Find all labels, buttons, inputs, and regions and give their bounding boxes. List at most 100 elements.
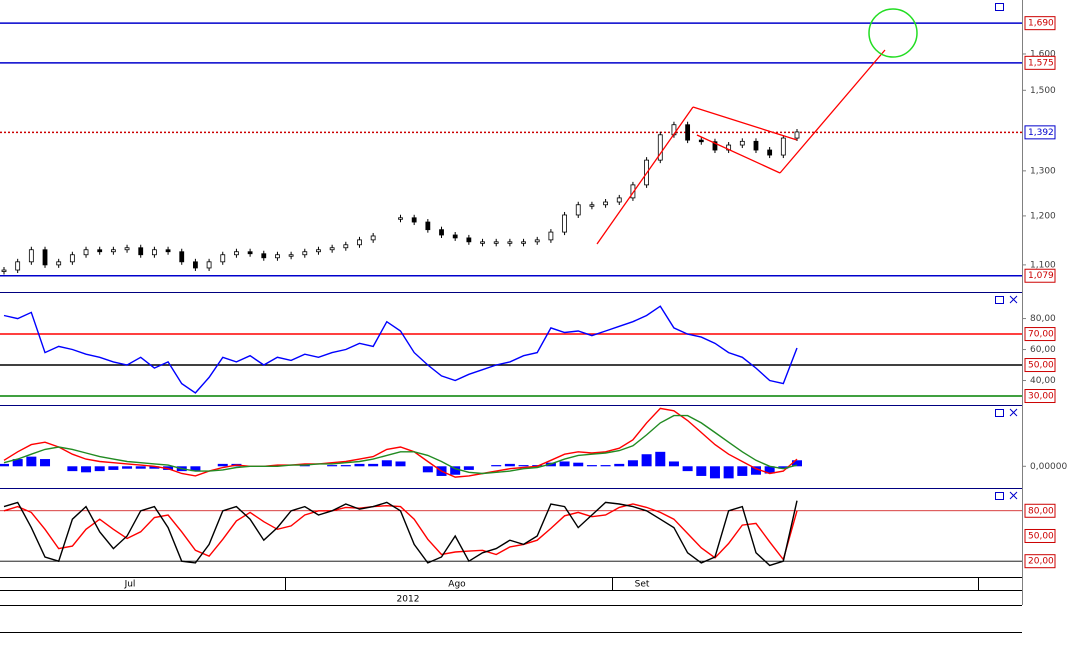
histogram-bar (422, 466, 433, 473)
candle (275, 254, 280, 259)
histogram-bar (573, 462, 584, 467)
histogram-bar (67, 466, 78, 472)
histogram-bar (737, 466, 748, 476)
level-label: 1,392 (1028, 128, 1054, 138)
candle (138, 247, 144, 256)
histogram-bar (641, 454, 652, 467)
histogram-bar (40, 459, 51, 467)
histogram-bar (682, 466, 693, 472)
maximize-icon[interactable] (995, 492, 1004, 500)
candle (179, 251, 185, 263)
candle (83, 249, 89, 256)
indicator-line (3, 407, 798, 478)
candle (685, 124, 691, 141)
histogram-bar (26, 456, 37, 467)
level-label: 1,690 (1028, 19, 1054, 29)
histogram-bar (586, 465, 597, 467)
candle (370, 235, 376, 241)
histogram-bar (149, 466, 160, 469)
candle (56, 261, 62, 266)
maximize-icon[interactable] (995, 296, 1004, 304)
histogram-bar (627, 460, 638, 467)
level-label-box (1024, 268, 1056, 283)
time-label: Set (635, 580, 650, 590)
level-label-box (1024, 125, 1056, 140)
histogram-bar (559, 461, 570, 467)
time-label: Ago (448, 580, 466, 590)
histogram-bar (327, 465, 338, 467)
indicator-line (3, 305, 798, 394)
candle (357, 239, 362, 246)
candle (329, 247, 335, 251)
channel-line (692, 106, 798, 141)
y-tick-label: 1,300 (1030, 166, 1056, 176)
y-tick-label: 1,100 (1030, 260, 1056, 270)
candle (261, 253, 267, 259)
close-icon[interactable] (1009, 408, 1018, 417)
indicator-line (3, 500, 798, 567)
year-label: 2012 (397, 595, 420, 605)
level-label-box (1024, 528, 1056, 543)
histogram-bar (600, 465, 611, 467)
level-label-box (1024, 358, 1056, 373)
trend-annotations (596, 49, 886, 245)
level-label-box (1024, 327, 1056, 342)
level-label: 1,575 (1028, 58, 1054, 68)
candle (398, 217, 403, 220)
histogram-bar (709, 466, 720, 479)
candle (411, 217, 417, 223)
candle (97, 249, 103, 253)
indicator-line (3, 414, 798, 475)
close-icon[interactable] (1009, 295, 1018, 304)
histogram-bar (450, 466, 461, 475)
candle (712, 141, 718, 151)
y-tick-label: 1,500 (1030, 86, 1056, 96)
candle (575, 204, 581, 216)
histogram-bar (655, 451, 666, 467)
level-label: 30,00 (1028, 392, 1054, 402)
histogram-bar (668, 461, 679, 467)
indicator-line (3, 503, 798, 562)
level-label: 50,00 (1028, 531, 1054, 541)
y-tick-label: 0,00000 (1030, 462, 1067, 472)
candle (493, 241, 499, 244)
candle (288, 254, 294, 257)
y-tick-label: 1,200 (1030, 211, 1056, 221)
y-tick-label: 1,600 (1030, 49, 1056, 59)
candle (151, 249, 157, 256)
histogram-bar (750, 466, 761, 475)
plot-area: 1,100 1,200 1,300 1,500 1,600 1,690 1,575 1,392… (0, 16, 1067, 569)
level-label-box (1024, 554, 1056, 569)
candle (316, 249, 321, 253)
level-label-box (1024, 503, 1056, 518)
candle (794, 131, 800, 139)
candle (630, 184, 636, 199)
level-label: 20,00 (1028, 557, 1054, 567)
candle (425, 221, 431, 231)
candle (534, 239, 540, 243)
candle (69, 254, 75, 263)
candle (767, 149, 773, 156)
trend-line (596, 106, 694, 245)
candle (165, 249, 171, 253)
histogram-bar (340, 465, 351, 467)
y-tick-label: 40,00 (1030, 376, 1056, 386)
candle (110, 249, 116, 253)
candle (739, 140, 745, 146)
histogram-bar (108, 466, 119, 470)
candle (562, 214, 567, 233)
maximize-icon[interactable] (995, 409, 1004, 417)
histogram-bar (723, 466, 734, 479)
close-icon[interactable] (1009, 491, 1018, 500)
maximize-icon[interactable] (995, 3, 1004, 11)
panel-icons[interactable] (995, 3, 1018, 500)
histogram-bar (368, 463, 379, 467)
histogram-bar (122, 466, 133, 469)
panel-frame (0, 292, 1022, 489)
candle (507, 241, 513, 244)
candle (603, 201, 608, 206)
histogram-bar (94, 466, 105, 472)
histogram-bar (463, 466, 474, 470)
histogram-bar (217, 463, 228, 467)
candle (124, 247, 130, 251)
